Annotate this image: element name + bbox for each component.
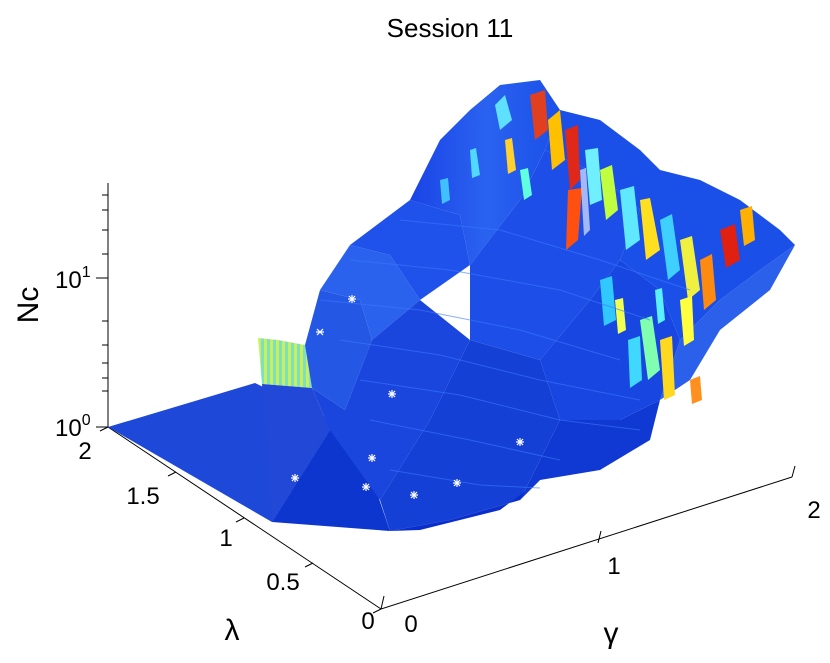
y-tick-label: 2 — [78, 438, 91, 465]
y-tick-label: 0.5 — [266, 569, 299, 596]
marker — [388, 390, 396, 398]
x-tick-label: 2 — [807, 497, 820, 524]
marker — [453, 479, 461, 487]
z-tick-label: 101 — [55, 264, 91, 294]
axes — [96, 183, 796, 614]
y-tick-label: 0 — [361, 608, 374, 635]
marker — [516, 438, 524, 446]
marker — [410, 491, 418, 499]
surface — [108, 80, 795, 531]
marker — [291, 474, 299, 482]
marker — [348, 295, 356, 303]
marker — [368, 454, 376, 462]
y-tick-label: 1 — [219, 525, 232, 552]
surface-highlights — [440, 90, 755, 404]
marker — [316, 328, 324, 336]
markers — [291, 295, 524, 499]
marker — [362, 483, 370, 491]
x-tick-label: 0 — [404, 611, 417, 638]
z-tick-label: 100 — [55, 412, 91, 442]
x-axis-label: γ — [604, 617, 619, 650]
y-tick-label: 1.5 — [126, 483, 159, 510]
chart-title: Session 11 — [387, 13, 514, 43]
y-axis-label: λ — [225, 614, 240, 647]
z-axis-label: Nc — [12, 287, 45, 324]
x-tick-label: 1 — [607, 553, 620, 580]
